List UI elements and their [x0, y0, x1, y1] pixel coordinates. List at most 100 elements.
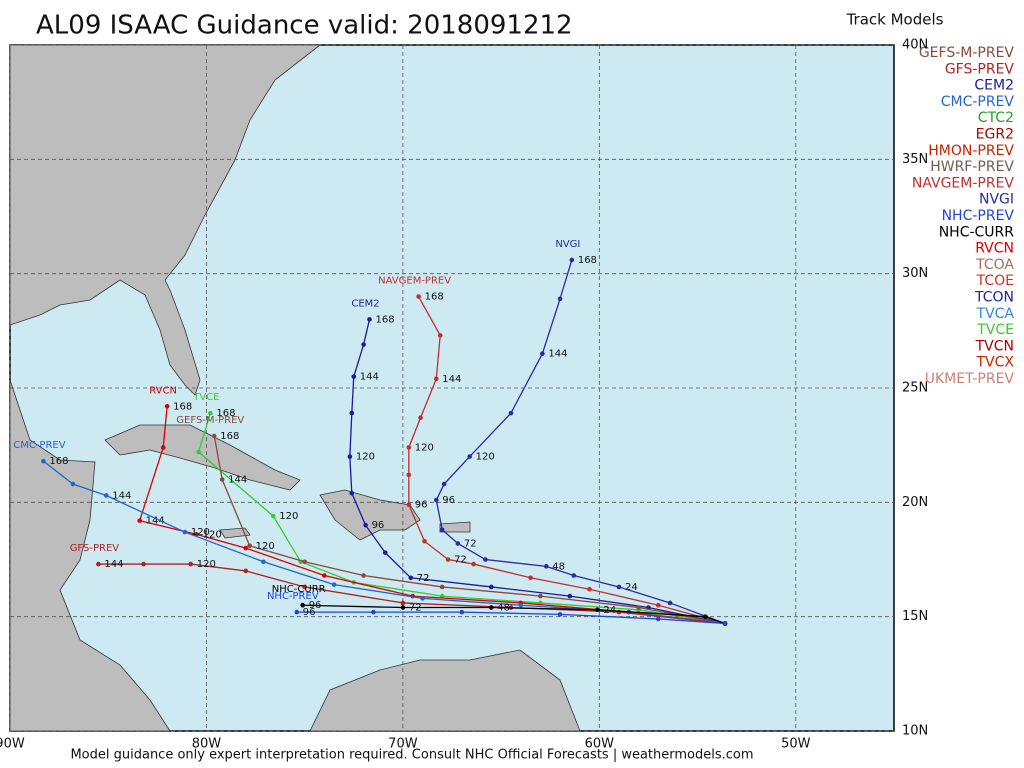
track-point: [182, 529, 188, 535]
track-point: [349, 410, 355, 416]
tracks: 24 48 72 96 120 144 168 NVGI 72 96 120 144 168 NAVGEM…: [13, 239, 728, 626]
track-point: [483, 557, 488, 562]
legend-item: TVCX: [976, 355, 1015, 371]
lat-label: 35N: [902, 152, 928, 167]
lat-label: 30N: [902, 266, 928, 281]
track-point: [41, 458, 46, 464]
track-name: CMC-PREV: [13, 440, 65, 451]
track-point: [400, 600, 406, 606]
legend-item: GFS-PREV: [945, 61, 1015, 77]
land: [9, 44, 581, 732]
legend-item: RVCN: [975, 241, 1014, 257]
hour-label: 96: [303, 607, 316, 618]
track-point: [382, 550, 388, 555]
legend-item: NVGI: [979, 192, 1014, 208]
lon-label: 50W: [781, 737, 811, 752]
hour-label: 48: [497, 603, 510, 614]
hour-label: 168: [375, 314, 394, 325]
hour-label: 72: [409, 603, 422, 614]
track-point: [587, 586, 592, 592]
track-point: [488, 584, 494, 590]
track-point: [433, 497, 439, 503]
track-point: [567, 593, 573, 599]
track-line: [302, 604, 726, 625]
track-point: [137, 518, 142, 523]
lat-label: 40N: [902, 38, 928, 53]
track-point: [322, 573, 327, 578]
track-point: [467, 454, 472, 459]
hour-label: 168: [173, 401, 192, 412]
track-point: [164, 403, 170, 409]
hour-label: 144: [360, 372, 379, 383]
hour-label: 144: [112, 490, 131, 501]
lon-label: 70W: [388, 737, 418, 752]
track-point: [331, 582, 337, 587]
track-name: TVCE: [192, 392, 219, 403]
track-name: NAVGEM-PREV: [378, 276, 451, 287]
legend-item: CTC2: [978, 110, 1014, 126]
track-point: [441, 481, 447, 487]
track-point: [270, 513, 276, 519]
hour-label: 96: [415, 500, 428, 511]
track-point: [188, 561, 194, 567]
track-point: [418, 415, 423, 421]
track-line: [408, 296, 726, 625]
track-point: [349, 490, 355, 496]
track-point: [302, 584, 307, 590]
legend-item: TVCE: [976, 322, 1014, 338]
track-name: NHC-CURR: [272, 584, 326, 595]
hour-label: 96: [372, 520, 385, 531]
hour-label: 168: [578, 255, 597, 266]
track-name: CEM2: [351, 298, 379, 309]
hour-label: 24: [625, 582, 638, 593]
track-line: [42, 460, 726, 625]
legend-item: CEM2: [974, 78, 1014, 94]
track-point: [722, 621, 728, 626]
legend-item: TVCA: [976, 306, 1015, 322]
track-point: [543, 564, 549, 569]
legend-item: TCON: [974, 290, 1014, 306]
hour-label: 120: [203, 529, 222, 540]
track-point: [141, 561, 146, 567]
track-point: [703, 614, 708, 619]
track-point: [655, 616, 661, 622]
track-point: [636, 605, 641, 610]
hour-label: 144: [228, 474, 247, 485]
lon-label: 90W: [0, 737, 25, 752]
grid: [9, 44, 894, 732]
hour-label: 120: [415, 442, 434, 453]
lon-label: 80W: [192, 737, 222, 752]
track-point: [595, 607, 600, 613]
hour-label: 120: [256, 541, 275, 552]
hour-label: 144: [442, 374, 461, 385]
hour-label: 72: [454, 555, 467, 566]
hour-label: 120: [197, 559, 216, 570]
track-point: [70, 481, 76, 487]
legend-item: UKMET-PREV: [925, 371, 1015, 387]
lat-label: 10N: [902, 724, 928, 739]
hour-label: 168: [425, 292, 444, 303]
hour-label: 144: [146, 516, 165, 527]
legend-item: TCOA: [975, 257, 1014, 273]
legend-item: HWRF-PREV: [930, 159, 1014, 175]
hour-label: 96: [309, 600, 322, 611]
track-point: [616, 584, 622, 590]
track-point: [361, 573, 366, 578]
footer: Model guidance only expert interpretatio…: [70, 748, 753, 763]
track-point: [471, 561, 476, 567]
track-point: [400, 605, 406, 610]
track-point: [96, 561, 101, 567]
hour-label: 120: [191, 527, 210, 538]
track-point: [416, 294, 421, 299]
hour-label: 120: [356, 452, 375, 463]
title: AL09 ISAAC Guidance valid: 2018091212: [36, 11, 573, 41]
track-point: [160, 445, 166, 450]
track-point: [439, 584, 445, 590]
track-point: [667, 600, 673, 606]
track-point: [557, 296, 563, 302]
track-name: RVCN: [149, 385, 177, 396]
track-point: [351, 374, 357, 379]
track-point: [294, 609, 300, 615]
legend-item: CMC-PREV: [941, 94, 1015, 110]
track-point: [445, 557, 451, 562]
